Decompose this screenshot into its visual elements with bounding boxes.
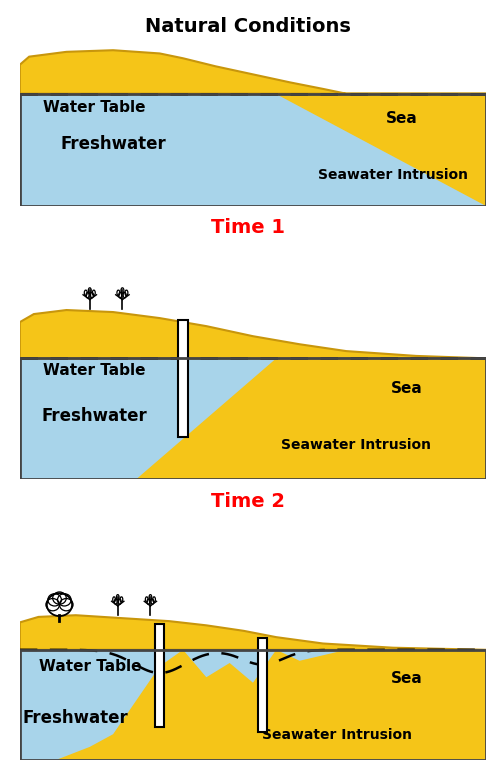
- Bar: [155, 624, 164, 727]
- Text: Water Table: Water Table: [39, 659, 141, 674]
- Text: Water Table: Water Table: [43, 363, 146, 378]
- Text: Water Table: Water Table: [43, 100, 146, 115]
- Bar: [257, 638, 267, 732]
- Polygon shape: [20, 358, 486, 479]
- Polygon shape: [20, 650, 486, 760]
- Polygon shape: [20, 93, 486, 206]
- Text: Sea: Sea: [391, 381, 423, 396]
- Polygon shape: [20, 310, 486, 358]
- Bar: [179, 320, 187, 437]
- Text: Seawater Intrusion: Seawater Intrusion: [262, 728, 412, 742]
- Text: Freshwater: Freshwater: [23, 709, 128, 727]
- Text: Time 1: Time 1: [211, 218, 285, 237]
- Text: Seawater Intrusion: Seawater Intrusion: [318, 167, 468, 182]
- Text: Sea: Sea: [391, 671, 423, 686]
- Text: Freshwater: Freshwater: [42, 407, 147, 425]
- Polygon shape: [20, 650, 486, 760]
- Text: Time 2: Time 2: [211, 492, 285, 511]
- Polygon shape: [20, 50, 486, 93]
- Text: Freshwater: Freshwater: [60, 136, 166, 153]
- Text: Sea: Sea: [386, 111, 418, 126]
- Text: Natural Conditions: Natural Conditions: [145, 17, 351, 36]
- Polygon shape: [136, 358, 486, 479]
- Polygon shape: [276, 93, 486, 206]
- Polygon shape: [20, 615, 486, 650]
- Text: Seawater Intrusion: Seawater Intrusion: [281, 439, 431, 453]
